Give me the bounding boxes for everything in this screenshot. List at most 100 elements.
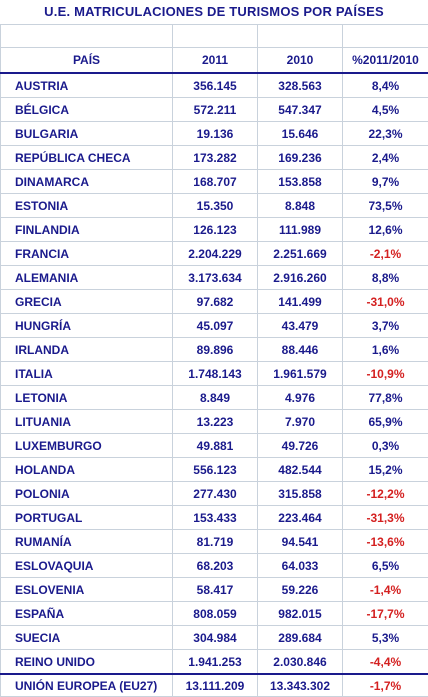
pct-change-cell: 1,6% [342, 337, 428, 362]
value-2011-cell: 89.896 [172, 337, 258, 362]
country-cell: HOLANDA [0, 457, 173, 482]
value-2010-cell: 982.015 [257, 601, 343, 626]
spacer-cell [0, 24, 173, 48]
registrations-table: PAÍS 2011 2010 %2011/2010 AUSTRIA 356.145… [0, 24, 428, 697]
country-cell: REINO UNIDO [0, 649, 173, 675]
table-row: ESLOVENIA 58.417 59.226 -1,4% [0, 577, 428, 602]
column-header-2011: 2011 [172, 47, 258, 74]
country-cell: ESTONIA [0, 193, 173, 218]
value-2010-cell: 4.976 [257, 385, 343, 410]
value-2010-cell: 94.541 [257, 529, 343, 554]
value-2010-cell: 43.479 [257, 313, 343, 338]
country-cell: IRLANDA [0, 337, 173, 362]
table-row: ITALIA 1.748.143 1.961.579 -10,9% [0, 361, 428, 386]
page-title: U.E. MATRICULACIONES DE TURISMOS POR PAÍ… [0, 0, 428, 24]
pct-change-cell: 4,5% [342, 97, 428, 122]
value-2011-cell: 126.123 [172, 217, 258, 242]
country-cell: GRECIA [0, 289, 173, 314]
table-row: PORTUGAL 153.433 223.464 -31,3% [0, 505, 428, 530]
total-2010: 13.343.302 [257, 673, 343, 697]
value-2010-cell: 2.916.260 [257, 265, 343, 290]
country-cell: RUMANÍA [0, 529, 173, 554]
column-header-country: PAÍS [0, 47, 173, 74]
value-2010-cell: 289.684 [257, 625, 343, 650]
country-cell: HUNGRÍA [0, 313, 173, 338]
spacer-cell [342, 24, 428, 48]
country-cell: ESLOVAQUIA [0, 553, 173, 578]
column-header-pct: %2011/2010 [342, 47, 428, 74]
table-row: LETONIA 8.849 4.976 77,8% [0, 385, 428, 410]
header-row: PAÍS 2011 2010 %2011/2010 [0, 47, 428, 74]
value-2010-cell: 7.970 [257, 409, 343, 434]
country-cell: ESLOVENIA [0, 577, 173, 602]
value-2010-cell: 1.961.579 [257, 361, 343, 386]
pct-change-cell: 8,4% [342, 72, 428, 98]
value-2011-cell: 1.748.143 [172, 361, 258, 386]
pct-change-cell: 8,8% [342, 265, 428, 290]
value-2011-cell: 13.223 [172, 409, 258, 434]
value-2010-cell: 482.544 [257, 457, 343, 482]
pct-change-cell: -10,9% [342, 361, 428, 386]
spacer-row [0, 24, 428, 48]
value-2010-cell: 315.858 [257, 481, 343, 506]
table-row: SUECIA 304.984 289.684 5,3% [0, 625, 428, 650]
table-row: AUSTRIA 356.145 328.563 8,4% [0, 72, 428, 98]
table-row: IRLANDA 89.896 88.446 1,6% [0, 337, 428, 362]
value-2010-cell: 111.989 [257, 217, 343, 242]
country-cell: ALEMANIA [0, 265, 173, 290]
pct-change-cell: 6,5% [342, 553, 428, 578]
pct-change-cell: -31,0% [342, 289, 428, 314]
value-2010-cell: 49.726 [257, 433, 343, 458]
value-2011-cell: 68.203 [172, 553, 258, 578]
pct-change-cell: -4,4% [342, 649, 428, 675]
value-2011-cell: 8.849 [172, 385, 258, 410]
country-cell: AUSTRIA [0, 72, 173, 98]
value-2011-cell: 356.145 [172, 72, 258, 98]
value-2011-cell: 572.211 [172, 97, 258, 122]
pct-change-cell: 2,4% [342, 145, 428, 170]
pct-change-cell: 77,8% [342, 385, 428, 410]
pct-change-cell: 3,7% [342, 313, 428, 338]
table-row: REINO UNIDO 1.941.253 2.030.846 -4,4% [0, 649, 428, 675]
value-2011-cell: 97.682 [172, 289, 258, 314]
pct-change-cell: 5,3% [342, 625, 428, 650]
value-2010-cell: 547.347 [257, 97, 343, 122]
table-body: AUSTRIA 356.145 328.563 8,4% BÉLGICA 572.211 5… [0, 72, 428, 675]
value-2010-cell: 15.646 [257, 121, 343, 146]
table-row: LUXEMBURGO 49.881 49.726 0,3% [0, 433, 428, 458]
value-2010-cell: 169.236 [257, 145, 343, 170]
value-2011-cell: 173.282 [172, 145, 258, 170]
value-2011-cell: 2.204.229 [172, 241, 258, 266]
country-cell: LUXEMBURGO [0, 433, 173, 458]
pct-change-cell: -17,7% [342, 601, 428, 626]
value-2011-cell: 49.881 [172, 433, 258, 458]
country-cell: POLONIA [0, 481, 173, 506]
table-row: BULGARIA 19.136 15.646 22,3% [0, 121, 428, 146]
country-cell: BULGARIA [0, 121, 173, 146]
value-2010-cell: 64.033 [257, 553, 343, 578]
value-2011-cell: 3.173.634 [172, 265, 258, 290]
country-cell: LETONIA [0, 385, 173, 410]
value-2011-cell: 153.433 [172, 505, 258, 530]
value-2011-cell: 277.430 [172, 481, 258, 506]
value-2011-cell: 556.123 [172, 457, 258, 482]
table-row: ESLOVAQUIA 68.203 64.033 6,5% [0, 553, 428, 578]
table-row: FRANCIA 2.204.229 2.251.669 -2,1% [0, 241, 428, 266]
table-row: FINLANDIA 126.123 111.989 12,6% [0, 217, 428, 242]
table-row: HOLANDA 556.123 482.544 15,2% [0, 457, 428, 482]
table-row: LITUANIA 13.223 7.970 65,9% [0, 409, 428, 434]
pct-change-cell: 65,9% [342, 409, 428, 434]
country-cell: ESPAÑA [0, 601, 173, 626]
table-row: HUNGRÍA 45.097 43.479 3,7% [0, 313, 428, 338]
value-2011-cell: 168.707 [172, 169, 258, 194]
value-2011-cell: 304.984 [172, 625, 258, 650]
table-row: BÉLGICA 572.211 547.347 4,5% [0, 97, 428, 122]
value-2010-cell: 141.499 [257, 289, 343, 314]
table-row: REPÚBLICA CHECA 173.282 169.236 2,4% [0, 145, 428, 170]
table-row: DINAMARCA 168.707 153.858 9,7% [0, 169, 428, 194]
country-cell: FRANCIA [0, 241, 173, 266]
value-2011-cell: 1.941.253 [172, 649, 258, 675]
value-2010-cell: 8.848 [257, 193, 343, 218]
value-2011-cell: 15.350 [172, 193, 258, 218]
